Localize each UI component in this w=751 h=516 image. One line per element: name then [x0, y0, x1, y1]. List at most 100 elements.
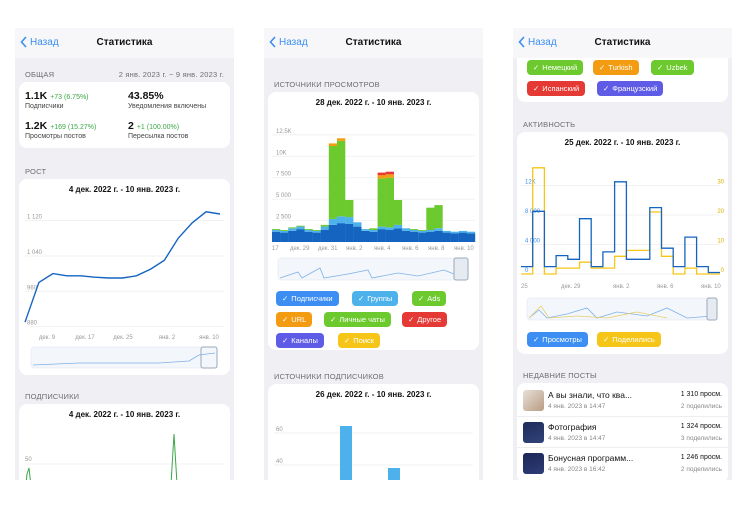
filter-chip-french[interactable]: ✓ Французский — [597, 81, 664, 96]
filter-chip-channels[interactable]: ✓ Каналы — [276, 333, 324, 348]
nav-bar: Назад Статистика — [513, 28, 732, 58]
post-views: 1 310 просм. — [680, 391, 722, 398]
bar-segment — [337, 223, 346, 242]
bar-segment — [353, 222, 362, 227]
bar-segment — [361, 229, 370, 231]
bar-segment — [345, 224, 354, 242]
x-tick-label: дек. 29 — [290, 246, 310, 252]
back-label: Назад — [30, 36, 59, 48]
x-tick-label: янв. 10 — [454, 246, 474, 252]
filter-chip-url[interactable]: ✓ URL — [276, 312, 313, 327]
filter-chip-search[interactable]: ✓ Поиск — [338, 333, 381, 348]
range-handle — [706, 297, 718, 321]
view-sources-chart[interactable]: 12.5K 10K 7 500 5 000 2 500 17 дек. 29 дек. 31 я… — [268, 92, 479, 292]
bar-segment — [450, 231, 459, 234]
chip-label: Подписчики — [291, 294, 333, 303]
nav-bar: Назад Статистика — [15, 28, 234, 58]
section-title-subscribers: ПОДПИСЧИКИ — [25, 392, 80, 401]
y-tick-label: 60 — [276, 427, 283, 433]
post-title: Бонусная программ... — [548, 453, 634, 463]
x-tick-label: янв. 2 — [159, 335, 176, 341]
subscribers-chart[interactable]: 50 — [19, 404, 230, 480]
chip-label: Немецкий — [542, 63, 578, 72]
y-tick-label: 960 — [27, 285, 38, 291]
back-button[interactable]: Назад — [269, 36, 308, 48]
bar-segment — [345, 217, 354, 224]
chip-label: Группы — [367, 294, 393, 303]
activity-card: 25 дек. 2022 г. - 10 янв. 2023 г. 12K 8 0… — [517, 132, 728, 354]
bar-segment — [345, 200, 354, 218]
bar-segment — [280, 232, 289, 242]
filter-chip-spanish[interactable]: ✓ Испанский — [527, 81, 586, 96]
bar-segment — [418, 230, 427, 231]
x-tick-label: 25 — [521, 284, 528, 290]
post-row[interactable]: А вы знали, что ква... 4 янв. 2023 в 14:… — [517, 385, 728, 416]
filter-chip-other[interactable]: ✓ Другое — [402, 312, 448, 327]
back-button[interactable]: Назад — [518, 36, 557, 48]
filter-chip-groups[interactable]: ✓ Группы — [352, 291, 399, 306]
y-tick-label: 50 — [25, 457, 32, 463]
range-navigator — [277, 257, 469, 281]
shares-line — [521, 167, 720, 275]
subscriber-sources-chart[interactable]: 60 40 — [268, 384, 479, 480]
overview-period: 2 янв. 2023 г. ~ 9 янв. 2023 г. — [118, 70, 224, 79]
filter-chip-shares[interactable]: ✓ Поделились — [597, 332, 661, 347]
bar-segment — [337, 138, 346, 141]
bar-segment — [385, 174, 394, 178]
y-tick-label: 880 — [27, 321, 38, 327]
page-title: Статистика — [594, 37, 651, 48]
page-title: Статистика — [96, 37, 153, 48]
filter-chip-private-chats[interactable]: ✓ Личные чаты — [324, 312, 391, 327]
bar-segment — [377, 175, 386, 179]
bar-segment — [410, 231, 419, 242]
filter-chip-turkish[interactable]: ✓ Turkish — [593, 60, 639, 75]
bar-segment — [320, 224, 329, 227]
phone-screen-activity: Назад Статистика ✓ Немецкий ✓ Turkish ✓ Uzb… — [513, 28, 732, 480]
bar-segment — [369, 231, 378, 242]
chip-label: Другое — [417, 315, 442, 324]
bar-segment — [442, 230, 451, 233]
back-label: Назад — [279, 36, 308, 48]
filter-chip-ads[interactable]: ✓ Ads — [412, 291, 447, 306]
bar-segment — [458, 232, 468, 242]
bar-segment — [385, 177, 394, 228]
filter-chip-uzbek[interactable]: ✓ Uzbek — [651, 60, 694, 75]
growth-chart[interactable]: 1 120 1 040 960 880 дек. 9 дек. 17 дек. 25 янв.… — [19, 179, 230, 375]
y-tick-label-right: 10 — [717, 239, 724, 245]
post-shares: 2 поделились — [680, 403, 722, 410]
views-value: 1.2K — [25, 120, 48, 132]
bar-segment — [377, 178, 386, 227]
filter-chip-views[interactable]: ✓ Просмотры — [527, 332, 588, 347]
bar-segment — [434, 205, 443, 229]
bar-segment — [369, 228, 378, 230]
x-tick-label: янв. 2 — [613, 284, 630, 290]
back-label: Назад — [528, 36, 557, 48]
bar-segment — [304, 230, 313, 232]
growth-line — [24, 211, 221, 323]
y-tick-label: 40 — [276, 459, 283, 465]
chevron-left-icon — [518, 36, 525, 48]
section-title-view-sources: ИСТОЧНИКИ ПРОСМОТРОВ — [274, 80, 380, 89]
back-button[interactable]: Назад — [20, 36, 59, 48]
overview-card: 1.1K +73 (6.75%) Подписчики 43.85% Уведом… — [19, 82, 230, 148]
chip-label: Французский — [612, 84, 658, 93]
shares-value: 2 — [128, 120, 134, 132]
range-navigator — [30, 346, 218, 369]
views-label: Просмотры постов — [25, 133, 86, 140]
range-handle — [453, 257, 469, 281]
subscriber-sources-card: 26 дек. 2022 г. - 10 янв. 2023 г. 60 40 — [268, 384, 479, 480]
subscribers-delta: +73 (6.75%) — [50, 94, 89, 101]
filter-chip-german[interactable]: ✓ Немецкий — [527, 60, 584, 75]
activity-chart-title: 25 дек. 2022 г. - 10 янв. 2023 г. — [564, 138, 681, 147]
subscribers-stat: 1.1K +73 (6.75%) — [25, 90, 89, 102]
shares-stat: 2 +1 (100.00%) — [128, 120, 179, 132]
post-row[interactable]: Фотография 4 янв. 2023 в 14:47 1 324 про… — [517, 416, 728, 447]
bar-segment — [312, 230, 321, 233]
bar-segment — [377, 172, 386, 176]
y-tick-label-right: 0 — [721, 268, 725, 274]
filter-chip-subscribers[interactable]: ✓ Подписчики — [276, 291, 339, 306]
nav-bar: Назад Статистика — [264, 28, 483, 58]
post-row[interactable]: Бонусная программ... 4 янв. 2023 в 16:42… — [517, 447, 728, 478]
shares-delta: +1 (100.00%) — [136, 124, 180, 131]
